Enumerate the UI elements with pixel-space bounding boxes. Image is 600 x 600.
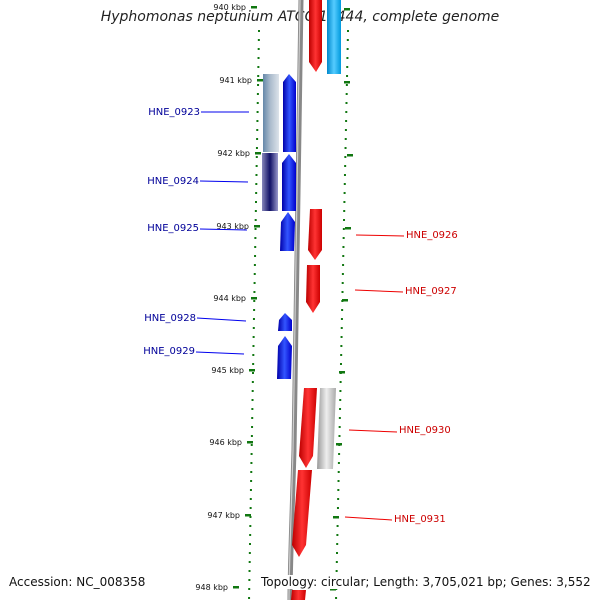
gene-label[interactable]: HNE_0928 xyxy=(144,313,196,324)
tick-label: 944 kbp xyxy=(213,294,246,303)
gene-label[interactable]: HNE_0931 xyxy=(394,514,446,525)
tick-mark xyxy=(254,225,260,228)
tick-mark xyxy=(336,443,342,446)
leader-line xyxy=(348,429,398,433)
tick-mark xyxy=(344,8,350,11)
tick-label: 942 kbp xyxy=(217,149,250,158)
plus-strand-genes xyxy=(291,0,322,600)
tick-mark xyxy=(251,6,257,9)
tick-mark xyxy=(347,154,353,157)
gene-label[interactable]: HNE_0925 xyxy=(147,223,199,234)
gene-label[interactable]: HNE_0923 xyxy=(148,107,200,118)
leader-line xyxy=(195,351,245,355)
gene-arrow[interactable] xyxy=(291,590,306,600)
tick-label: 948 kbp xyxy=(195,583,228,592)
tick-mark xyxy=(345,227,351,230)
genome-backbone xyxy=(287,0,304,600)
gene-label[interactable]: HNE_0926 xyxy=(406,230,458,241)
gene-label[interactable]: HNE_0930 xyxy=(399,425,451,436)
leader-line xyxy=(354,289,404,293)
leader-line xyxy=(344,516,393,521)
scale-ticks: 940 kbp 941 kbp 942 kbp 943 kbp 944 kbp 945 k… xyxy=(195,3,353,592)
leader-line xyxy=(196,317,247,322)
gene-arrow[interactable] xyxy=(283,74,296,152)
gene-label[interactable]: HNE_0924 xyxy=(147,176,199,187)
tick-label: 943 kbp xyxy=(216,222,249,231)
accession-text: Accession: NC_008358 xyxy=(7,575,148,589)
tick-mark xyxy=(233,586,239,589)
gene-arrow[interactable] xyxy=(292,470,312,557)
tick-label: 945 kbp xyxy=(211,366,244,375)
tick-mark xyxy=(339,371,345,374)
feature-block[interactable] xyxy=(327,0,341,74)
gene-arrow[interactable] xyxy=(299,388,317,468)
feature-blocks xyxy=(262,0,341,469)
feature-block[interactable] xyxy=(262,153,278,211)
tick-mark xyxy=(257,79,263,82)
gene-arrow[interactable] xyxy=(309,0,322,72)
tick-mark xyxy=(342,299,348,302)
tick-label: 941 kbp xyxy=(219,76,252,85)
gene-labels: HNE_0923 HNE_0924 HNE_0925 HNE_0928 HNE_0929… xyxy=(143,107,458,525)
tick-mark xyxy=(245,514,251,517)
tick-mark xyxy=(333,516,339,519)
tick-mark xyxy=(247,441,253,444)
gene-arrow[interactable] xyxy=(282,154,296,211)
tick-mark xyxy=(249,369,255,372)
gene-label[interactable]: HNE_0929 xyxy=(143,346,195,357)
tick-mark xyxy=(330,588,336,591)
tick-mark xyxy=(255,152,261,155)
gene-label[interactable]: HNE_0927 xyxy=(405,286,457,297)
tick-mark xyxy=(251,297,257,300)
tick-label: 946 kbp xyxy=(209,438,242,447)
tick-label: 947 kbp xyxy=(207,511,240,520)
minus-strand-genes xyxy=(277,74,296,379)
feature-block[interactable] xyxy=(317,388,336,469)
gene-arrow[interactable] xyxy=(277,336,292,379)
gene-arrow[interactable] xyxy=(308,209,322,260)
genome-summary-text: Topology: circular; Length: 3,705,021 bp… xyxy=(259,575,593,589)
dotted-ring-guides xyxy=(248,30,349,599)
leader-line xyxy=(199,180,249,183)
gene-arrow[interactable] xyxy=(278,313,292,331)
gene-arrow[interactable] xyxy=(280,212,295,251)
tick-label: 940 kbp xyxy=(213,3,246,12)
tick-mark xyxy=(344,81,350,84)
leader-line xyxy=(199,228,248,231)
leader-line xyxy=(355,234,405,237)
gene-arrow[interactable] xyxy=(306,265,320,313)
feature-block[interactable] xyxy=(263,74,279,152)
